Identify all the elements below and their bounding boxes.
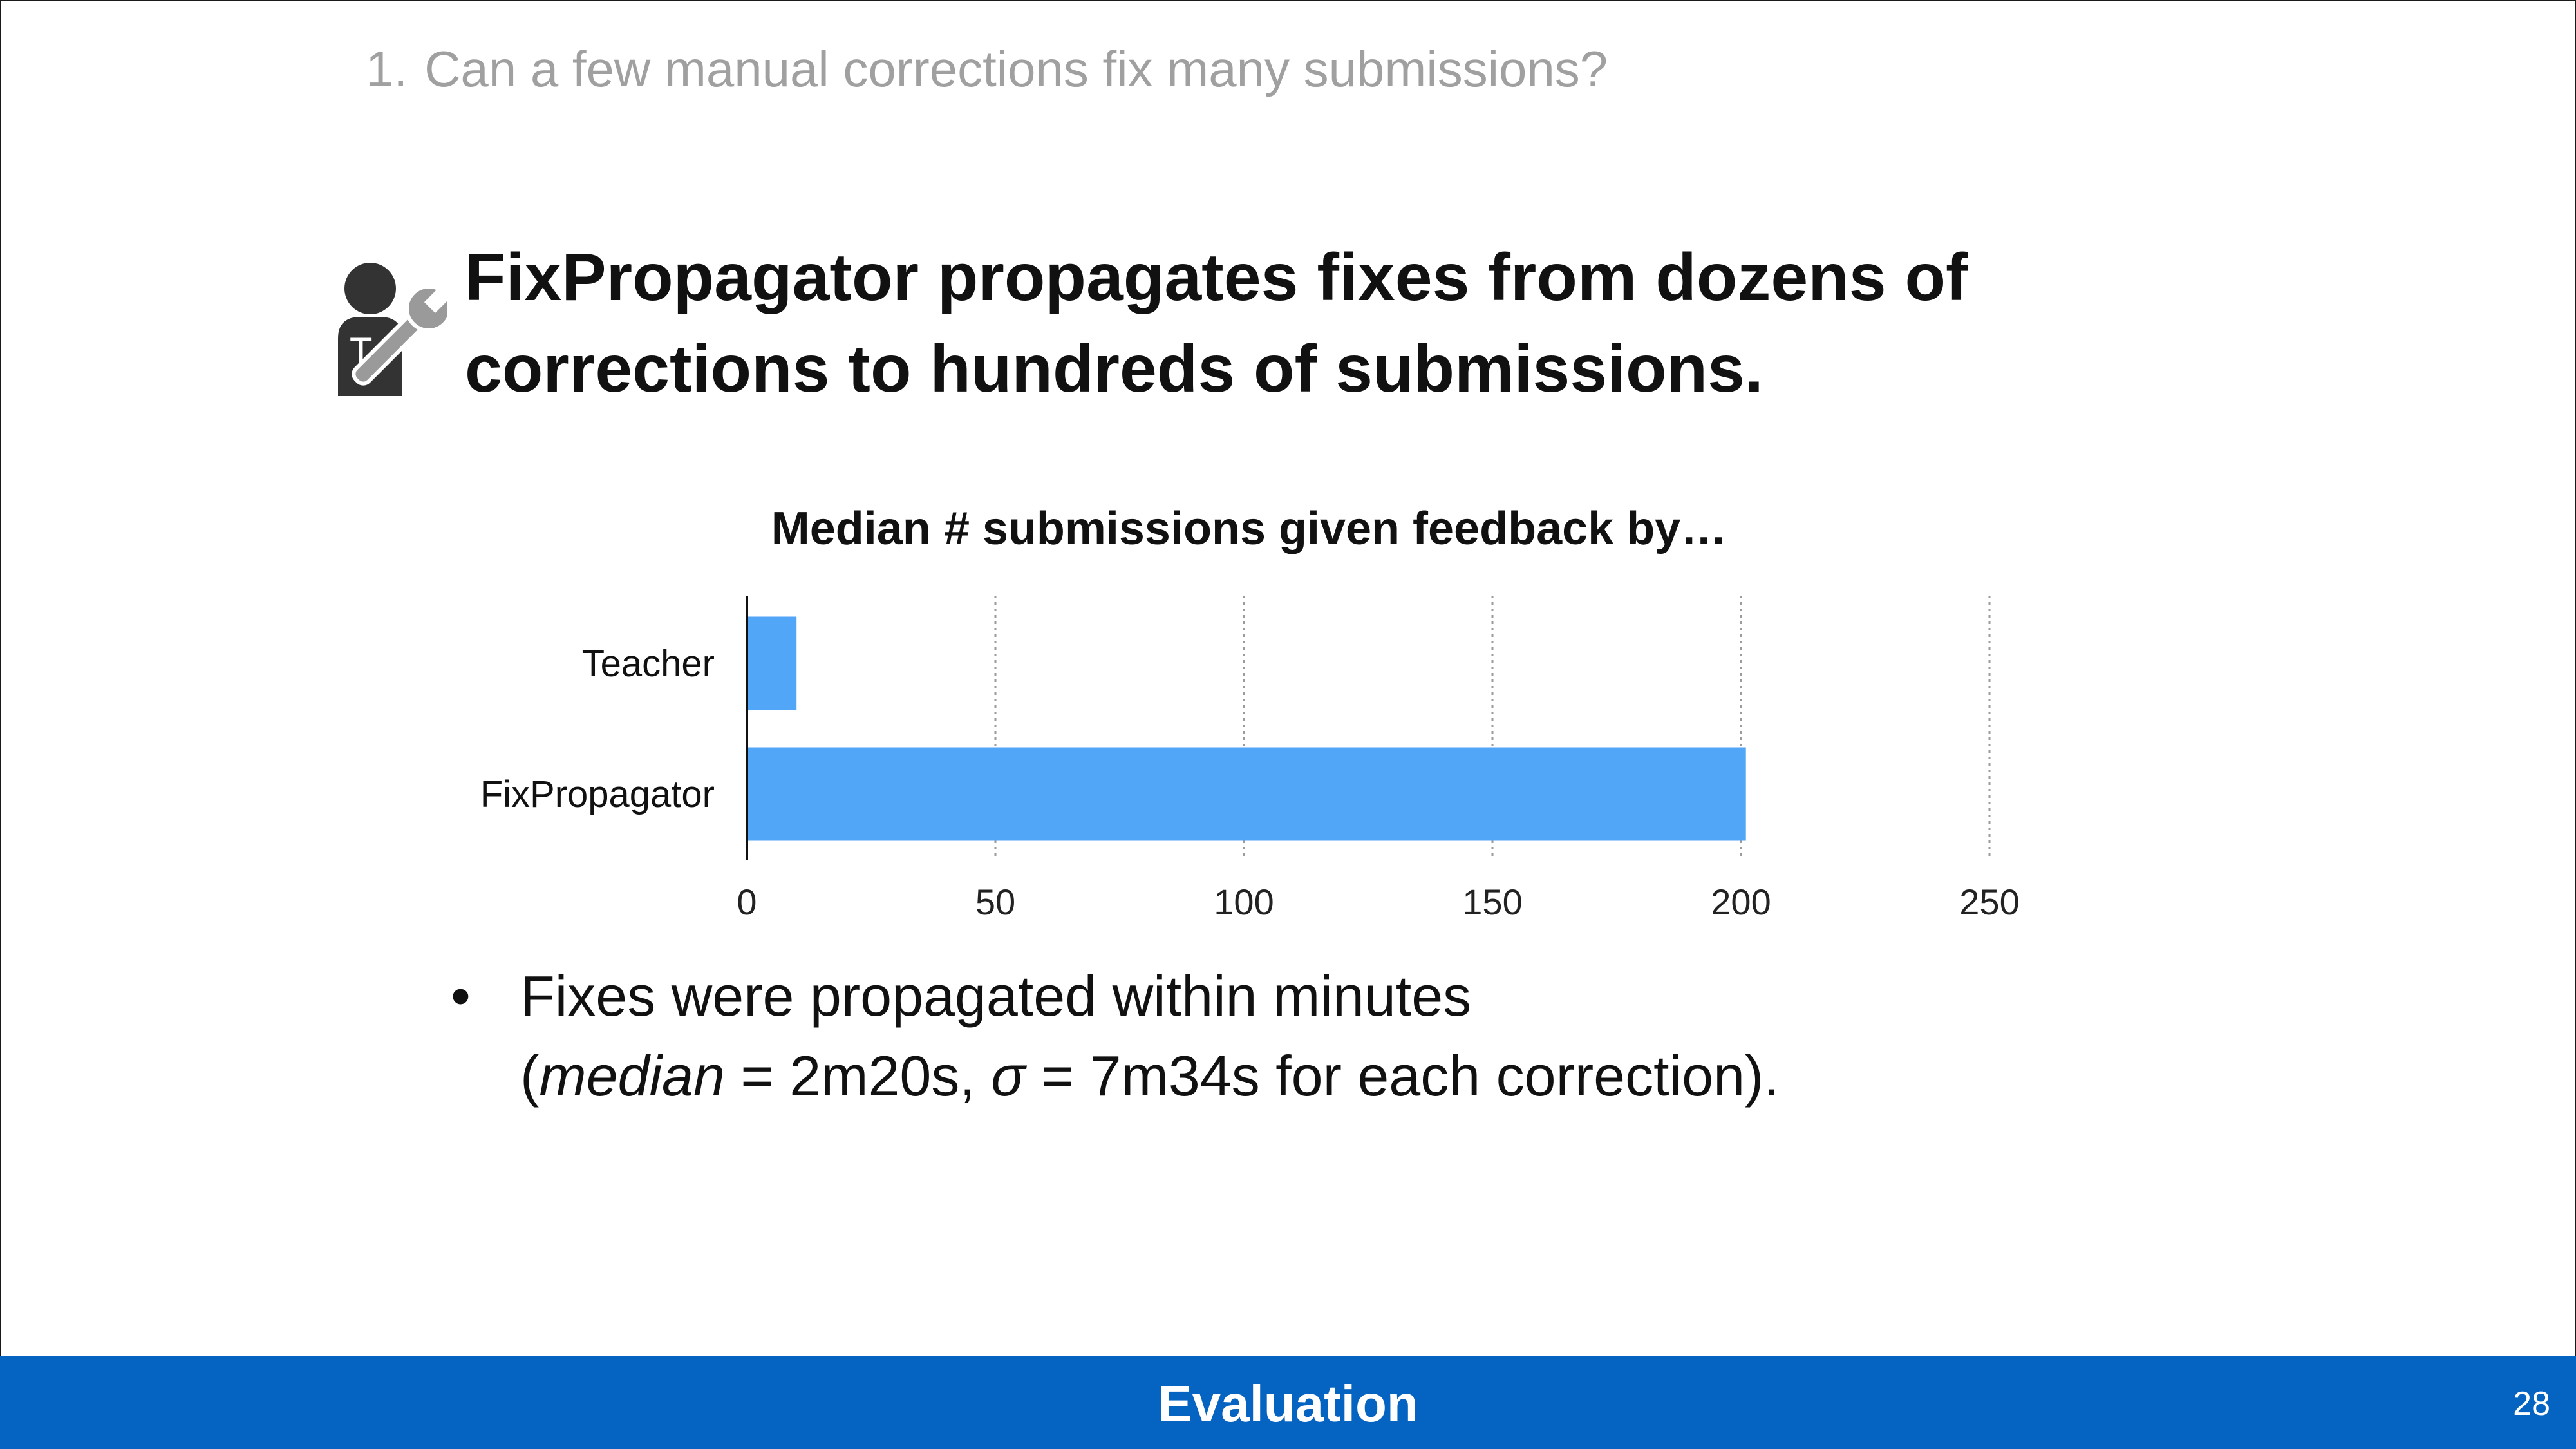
question-number: 1. xyxy=(366,41,408,97)
bar-teacher xyxy=(748,616,797,710)
headline-line-2: corrections to hundreds of submissions. xyxy=(465,332,1763,406)
bullet-line-2: (median = 2m20s, σ = 7m34s for each corr… xyxy=(520,1036,1780,1116)
x-tick-label: 150 xyxy=(1462,882,1522,922)
question-text: 1. Can a few manual corrections fix many … xyxy=(366,40,1608,99)
x-tick-label: 200 xyxy=(1711,882,1771,922)
bullet-list: • Fixes were propagated within minutes (… xyxy=(451,956,1780,1116)
bullet-line-1: Fixes were propagated within minutes xyxy=(520,964,1472,1028)
question-label: Can a few manual corrections fix many su… xyxy=(424,41,1608,97)
x-tick-label: 50 xyxy=(975,882,1015,922)
teacher-wrench-icon: T xyxy=(338,263,447,396)
page-number: 28 xyxy=(2513,1385,2550,1423)
x-tick-label: 100 xyxy=(1214,882,1274,922)
bullet-median-word: median xyxy=(539,1044,725,1108)
bullet-dot: • xyxy=(451,964,471,1028)
chart-title: Median # submissions given feedback by… xyxy=(771,503,1727,554)
bullet-sigma-symbol: σ xyxy=(991,1044,1026,1108)
headline-line-1: FixPropagator propagates fixes from doze… xyxy=(465,240,1968,315)
y-category-label: Teacher xyxy=(582,643,715,685)
footer-bar: Evaluation 28 xyxy=(0,1356,2576,1449)
bullet-open-paren: ( xyxy=(520,1044,540,1108)
bullet-sigma-value: = 7m34s for each correction). xyxy=(1025,1044,1780,1108)
bar-fixpropagator xyxy=(748,747,1746,841)
headline: FixPropagator propagates fixes from doze… xyxy=(465,232,1968,415)
y-category-label: FixPropagator xyxy=(480,773,715,815)
bullet-median-value: = 2m20s, xyxy=(724,1044,992,1108)
footer-title: Evaluation xyxy=(1158,1375,1418,1432)
x-tick-label: 250 xyxy=(1959,882,2019,922)
x-tick-label: 0 xyxy=(737,882,757,922)
bullet-item: • Fixes were propagated within minutes (… xyxy=(451,956,1780,1116)
